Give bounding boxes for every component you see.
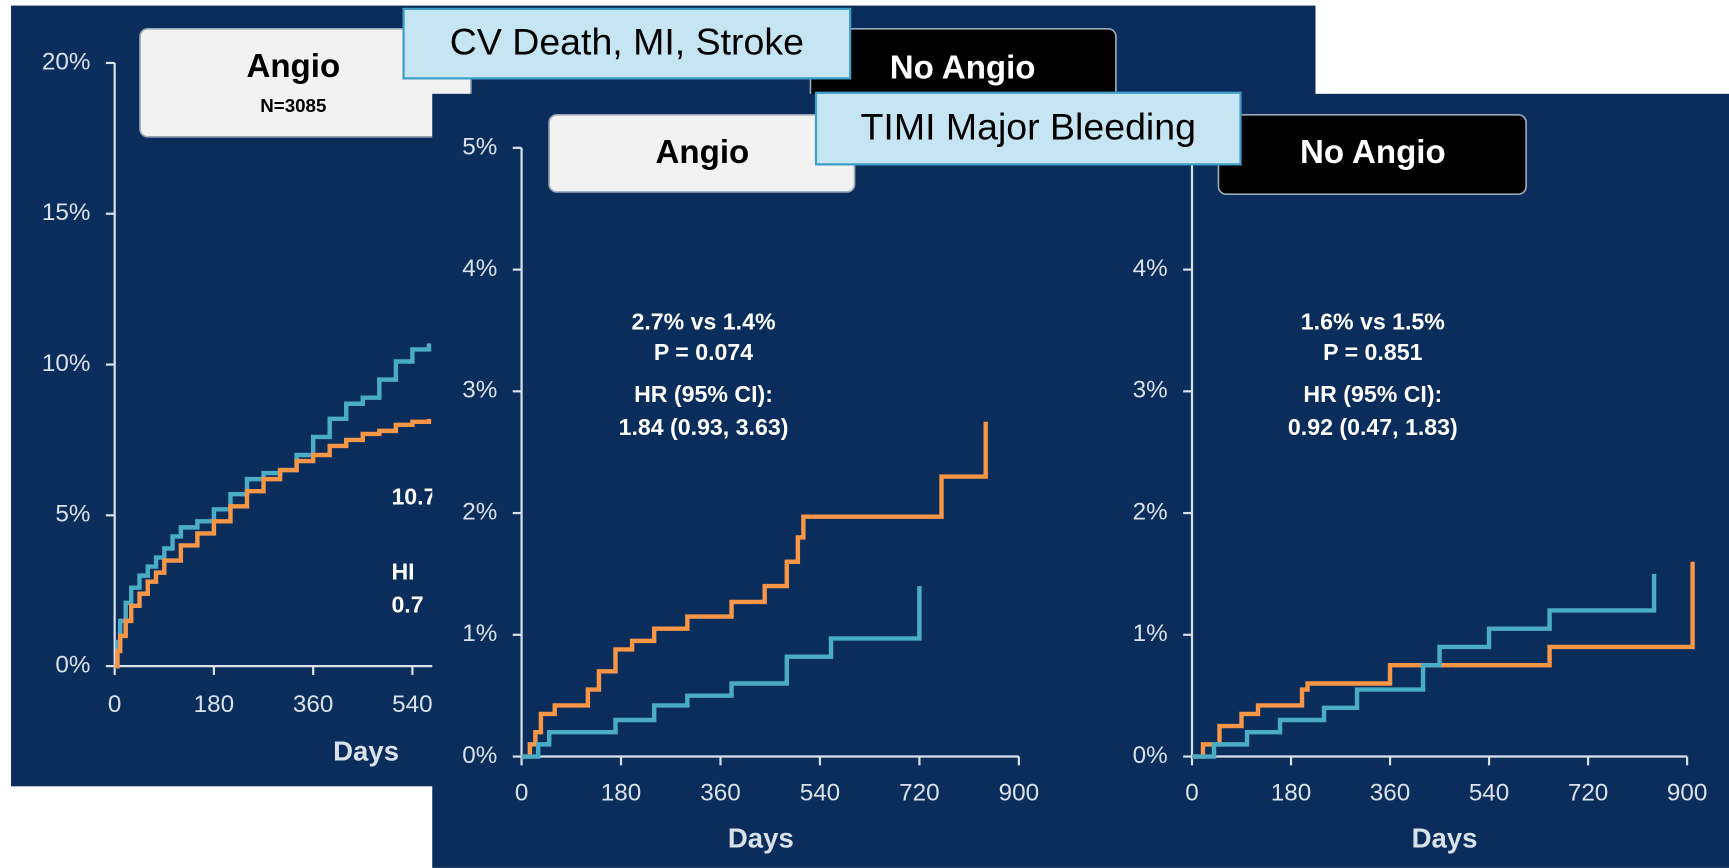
y-tick-label: 2%	[462, 498, 497, 525]
x-axis-title: Days	[333, 736, 399, 767]
y-tick-label: 15%	[42, 199, 91, 226]
annotation: P = 0.074	[654, 339, 753, 365]
x-tick-label: 180	[194, 691, 234, 718]
x-tick-label: 540	[800, 779, 840, 806]
x-tick-label: 720	[899, 779, 939, 806]
x-axis-title: Days	[728, 823, 794, 854]
step-line	[1191, 573, 1657, 759]
x-tick-label: 180	[601, 779, 641, 806]
banner-title: TIMI Major Bleeding	[861, 106, 1196, 148]
panel-header-title: No Angio	[1300, 134, 1446, 171]
x-tick-label: 0	[515, 779, 529, 806]
banner-box	[814, 91, 1242, 166]
y-tick-label: 3%	[462, 377, 497, 404]
y-tick-label: 2%	[1133, 498, 1168, 525]
annotation: 0.7	[391, 592, 423, 618]
x-tick-label: 900	[999, 779, 1039, 806]
annotation: 10.7	[391, 484, 436, 510]
panel-header-title: No Angio	[890, 49, 1036, 86]
front-slide	[432, 93, 1729, 868]
x-axis-title: Days	[1412, 823, 1478, 854]
panel-header-subtitle: N=3085	[260, 95, 326, 116]
panel-header-title: Angio	[246, 48, 340, 85]
y-tick-label: 20%	[42, 48, 91, 75]
y-tick-label: 3%	[1133, 377, 1168, 404]
banner-box	[402, 7, 852, 80]
x-tick-label: 720	[1568, 779, 1608, 806]
annotation: 1.84 (0.93, 3.63)	[619, 414, 789, 440]
banner-title: CV Death, MI, Stroke	[450, 21, 804, 63]
step-line	[521, 421, 988, 759]
y-tick-label: 4%	[1133, 255, 1168, 282]
annotation: HR (95% CI):	[1303, 381, 1442, 407]
y-tick-label: 5%	[55, 501, 90, 528]
y-tick-label: 0%	[1133, 742, 1168, 769]
y-tick-label: 4%	[462, 255, 497, 282]
x-tick-label: 0	[1185, 779, 1199, 806]
x-tick-label: 0	[108, 691, 122, 718]
annotation: P = 0.851	[1323, 339, 1422, 365]
panel-header-box	[139, 27, 472, 138]
x-tick-label: 540	[1469, 779, 1509, 806]
annotation: HI	[391, 559, 414, 585]
x-tick-label: 360	[1370, 779, 1410, 806]
x-tick-label: 180	[1271, 779, 1311, 806]
step-line	[1191, 561, 1695, 759]
y-tick-label: 5%	[462, 133, 497, 160]
x-tick-label: 900	[1667, 779, 1707, 806]
annotation: 0.92 (0.47, 1.83)	[1288, 414, 1458, 440]
step-line	[521, 586, 922, 759]
x-tick-label: 360	[700, 779, 740, 806]
step-line	[114, 418, 432, 669]
annotation: 1.6% vs 1.5%	[1301, 308, 1445, 334]
annotation: 2.7% vs 1.4%	[631, 308, 775, 334]
annotation: HR (95% CI):	[634, 381, 773, 407]
panel-header-title: Angio	[656, 134, 750, 171]
y-tick-label: 0%	[55, 652, 90, 679]
y-tick-label: 10%	[42, 350, 91, 377]
y-tick-label: 1%	[462, 620, 497, 647]
y-tick-label: 0%	[462, 742, 497, 769]
x-tick-label: 540	[392, 691, 432, 718]
y-tick-label: 1%	[1133, 620, 1168, 647]
x-tick-label: 360	[293, 691, 333, 718]
